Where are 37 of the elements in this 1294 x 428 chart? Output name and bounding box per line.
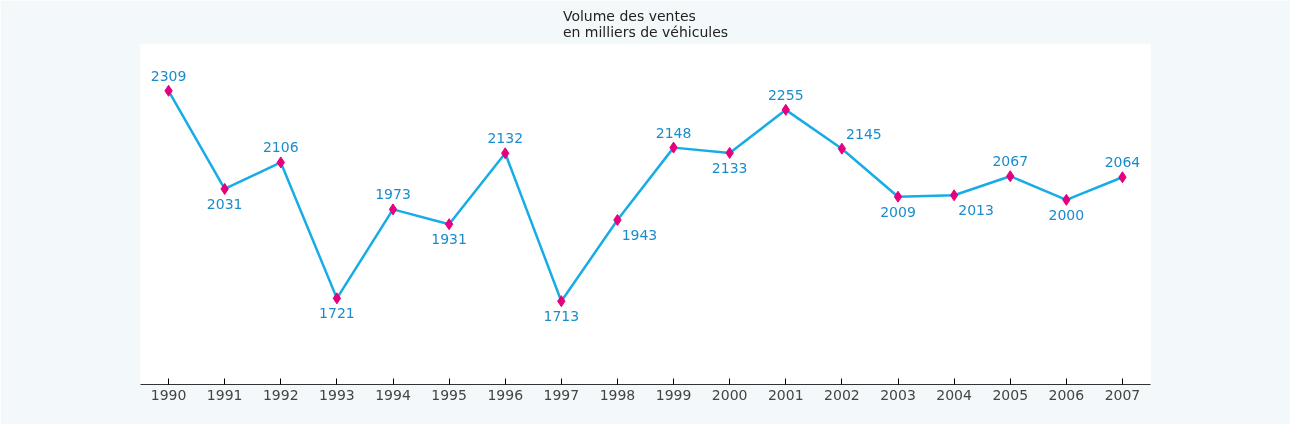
data-label: 2255: [767, 86, 804, 103]
data-label: 1973: [375, 186, 411, 203]
data-label: 2309: [150, 67, 187, 84]
data-label: 1943: [621, 226, 658, 243]
x-tick-label: 2001: [767, 386, 804, 403]
x-tick-label: 1998: [599, 386, 636, 403]
data-label: 2132: [487, 130, 524, 147]
x-tick-label: 2004: [936, 386, 973, 403]
x-tick-label: 2002: [824, 386, 860, 403]
x-tick-label: 1996: [487, 386, 524, 403]
x-tick-label: 1995: [431, 386, 467, 403]
data-label: 2148: [655, 124, 692, 141]
data-label: 2067: [992, 153, 1029, 170]
data-label: 2133: [711, 159, 748, 176]
data-label: 1721: [319, 305, 355, 322]
data-label: 1931: [431, 231, 467, 248]
x-tick-label: 1999: [655, 386, 692, 403]
data-label: 2013: [958, 202, 994, 219]
data-label: 2031: [206, 195, 243, 212]
x-tick-label: 2000: [711, 386, 748, 403]
x-tick-label: 2006: [1048, 386, 1085, 403]
data-label: 1713: [543, 308, 580, 325]
data-label: 2000: [1048, 206, 1085, 223]
x-tick-label: 1991: [206, 386, 243, 403]
x-tick-label: 1990: [150, 386, 187, 403]
chart-title: Volume des ventes en milliers de véhicules: [562, 7, 729, 40]
x-tick-label: 1992: [262, 386, 299, 403]
x-tick-label: 1994: [375, 386, 411, 403]
data-label: 2009: [880, 203, 916, 220]
x-tick-label: 2007: [1104, 386, 1141, 403]
data-label: 2106: [262, 139, 299, 156]
x-tick-label: 1997: [543, 386, 580, 403]
x-tick-label: 2005: [992, 386, 1029, 403]
x-tick-label: 2003: [880, 386, 916, 403]
data-label: 2064: [1104, 154, 1141, 171]
data-label: 2145: [846, 125, 882, 142]
x-tick-label: 1993: [319, 386, 355, 403]
